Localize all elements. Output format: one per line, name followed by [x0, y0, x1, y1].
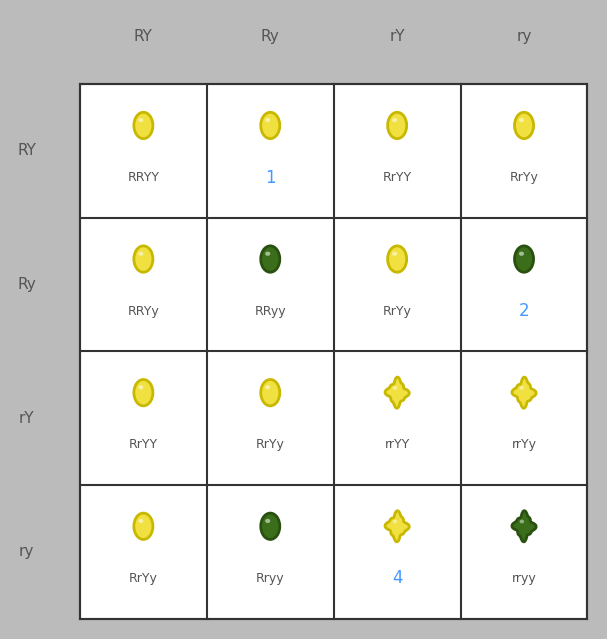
Text: RRyy: RRyy — [254, 305, 286, 318]
Ellipse shape — [134, 112, 153, 139]
Ellipse shape — [392, 118, 397, 122]
Polygon shape — [512, 377, 536, 408]
Text: RrYy: RrYy — [256, 438, 285, 451]
Text: ry: ry — [517, 29, 532, 43]
Text: Ry: Ry — [261, 29, 280, 43]
Ellipse shape — [265, 519, 270, 523]
Ellipse shape — [261, 513, 280, 539]
Text: 2: 2 — [519, 302, 529, 320]
Ellipse shape — [515, 112, 534, 139]
Text: RrYY: RrYY — [129, 438, 158, 451]
Text: Ry: Ry — [17, 277, 36, 292]
Text: rY: rY — [389, 29, 405, 43]
Ellipse shape — [388, 112, 407, 139]
Ellipse shape — [265, 252, 270, 256]
Text: 4: 4 — [392, 569, 402, 587]
Ellipse shape — [138, 385, 143, 389]
Text: RrYy: RrYy — [510, 171, 538, 184]
Polygon shape — [385, 511, 409, 542]
Text: RrYy: RrYy — [129, 572, 158, 585]
Ellipse shape — [519, 252, 524, 256]
Ellipse shape — [134, 513, 153, 539]
Text: RrYY: RrYY — [382, 171, 412, 184]
Text: 1: 1 — [265, 169, 276, 187]
Text: RY: RY — [17, 143, 36, 158]
Text: rrYy: rrYy — [512, 438, 537, 451]
Polygon shape — [385, 377, 409, 408]
Ellipse shape — [265, 385, 270, 389]
Text: rrYY: rrYY — [384, 438, 410, 451]
Ellipse shape — [388, 246, 407, 272]
Ellipse shape — [392, 252, 397, 256]
Ellipse shape — [520, 386, 524, 390]
Ellipse shape — [261, 380, 280, 406]
Ellipse shape — [393, 520, 397, 523]
Ellipse shape — [138, 519, 143, 523]
Text: rryy: rryy — [512, 572, 537, 585]
Text: RRYy: RRYy — [127, 305, 159, 318]
Text: RrYy: RrYy — [383, 305, 412, 318]
Ellipse shape — [261, 112, 280, 139]
Ellipse shape — [519, 118, 524, 122]
Ellipse shape — [138, 118, 143, 122]
Text: RY: RY — [134, 29, 153, 43]
Ellipse shape — [261, 246, 280, 272]
Text: ry: ry — [19, 544, 34, 559]
Ellipse shape — [393, 386, 397, 390]
Polygon shape — [512, 511, 536, 542]
Ellipse shape — [138, 252, 143, 256]
Ellipse shape — [265, 118, 270, 122]
FancyBboxPatch shape — [80, 84, 588, 619]
Text: RRYY: RRYY — [127, 171, 160, 184]
Ellipse shape — [134, 246, 153, 272]
Text: Rryy: Rryy — [256, 572, 285, 585]
Ellipse shape — [520, 520, 524, 523]
Ellipse shape — [515, 246, 534, 272]
Ellipse shape — [134, 380, 153, 406]
Text: rY: rY — [19, 411, 35, 426]
